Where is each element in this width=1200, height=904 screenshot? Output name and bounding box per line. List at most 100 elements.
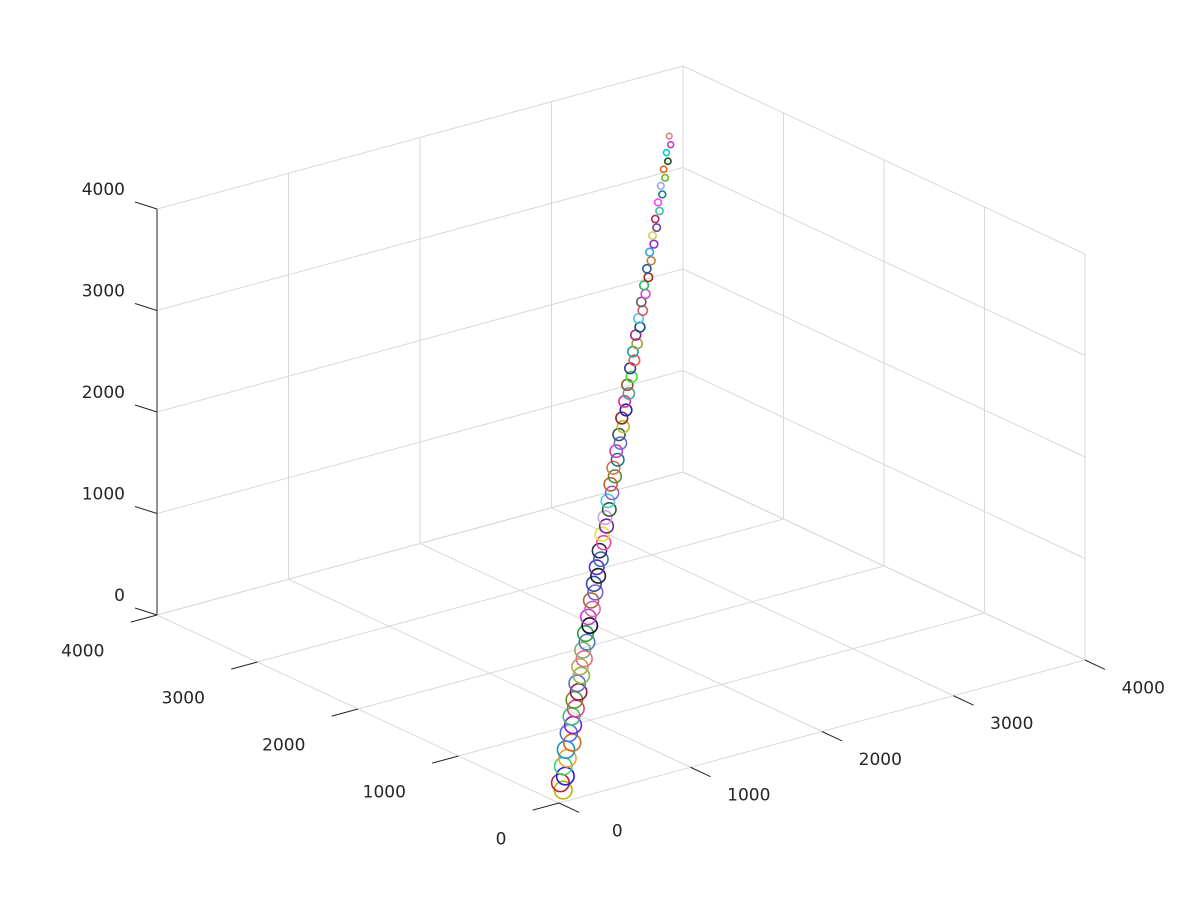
z-tick — [134, 506, 158, 514]
y-tick — [231, 661, 258, 670]
point — [562, 733, 582, 752]
grid-line — [156, 65, 684, 210]
grid-line — [156, 268, 684, 413]
z-tick-label: 0 — [114, 586, 125, 606]
point — [592, 551, 609, 568]
point — [650, 214, 660, 224]
point — [663, 157, 672, 166]
z-tick — [134, 404, 158, 413]
y-tick-label: 1000 — [363, 782, 406, 802]
x-tick — [953, 695, 974, 706]
z-tick-label: 1000 — [82, 485, 125, 505]
point — [615, 411, 629, 425]
y-tick-label: 3000 — [162, 688, 205, 708]
point — [625, 370, 638, 384]
point — [579, 608, 597, 626]
x-tick-label: 1000 — [727, 786, 770, 806]
grid-line — [682, 167, 1086, 356]
x-tick — [821, 731, 843, 742]
point — [597, 509, 613, 526]
point — [645, 247, 655, 257]
x-tick — [558, 802, 580, 813]
point — [649, 239, 659, 249]
grid-line — [458, 612, 985, 757]
point — [652, 223, 662, 233]
point — [595, 534, 612, 551]
point — [622, 387, 636, 400]
point — [646, 256, 656, 266]
point — [601, 501, 617, 518]
grid-line — [682, 65, 1086, 255]
point — [631, 337, 644, 350]
point — [655, 206, 664, 216]
point — [574, 641, 592, 659]
y-tick-label: 4000 — [61, 641, 104, 661]
point — [604, 485, 620, 501]
point — [634, 321, 646, 333]
point — [569, 682, 588, 701]
point — [666, 140, 675, 149]
point — [662, 148, 671, 157]
grid-line — [156, 471, 684, 616]
point — [584, 600, 601, 618]
point — [656, 181, 665, 190]
x-tick — [690, 766, 711, 778]
y-tick — [432, 755, 459, 764]
y-tick-label: 0 — [496, 829, 507, 849]
point — [628, 354, 641, 367]
point — [609, 444, 624, 459]
point — [640, 288, 651, 300]
grid-line — [156, 370, 684, 514]
x-tick — [1084, 659, 1106, 670]
point — [616, 419, 630, 434]
z-tick-label: 4000 — [82, 180, 125, 200]
grid-line — [682, 370, 1086, 559]
point — [581, 617, 599, 635]
point — [610, 452, 625, 467]
x-tick-label: 0 — [612, 821, 623, 841]
grid-line — [156, 167, 684, 311]
point — [585, 575, 603, 592]
grid-line — [682, 268, 1086, 458]
point — [587, 584, 604, 601]
grid-line — [257, 518, 784, 663]
point — [607, 469, 623, 484]
point — [606, 460, 621, 475]
point — [642, 263, 652, 274]
point — [575, 650, 593, 668]
point — [613, 436, 628, 451]
y-tick — [130, 614, 158, 623]
point — [568, 674, 587, 693]
point — [571, 657, 589, 676]
point — [594, 526, 610, 542]
point — [635, 296, 647, 308]
y-tick — [331, 708, 359, 717]
z-tick — [134, 303, 158, 311]
x-tick-label: 3000 — [990, 714, 1033, 734]
z-tick — [134, 201, 158, 210]
point — [590, 567, 607, 584]
point — [588, 559, 605, 576]
point — [591, 542, 608, 559]
y-tick-label: 2000 — [262, 735, 305, 755]
grid-line — [357, 565, 885, 710]
point — [582, 592, 600, 609]
x-tick-label: 4000 — [1122, 678, 1165, 698]
z-tick — [134, 607, 158, 616]
x-tick-label: 2000 — [859, 750, 902, 770]
point — [653, 198, 663, 207]
point — [572, 666, 591, 685]
point — [659, 165, 668, 174]
point — [647, 231, 657, 241]
point — [576, 625, 595, 643]
grid-line — [682, 471, 1086, 661]
point — [638, 280, 650, 291]
point — [658, 190, 667, 199]
point — [619, 403, 633, 417]
point — [603, 477, 618, 492]
point — [665, 132, 673, 140]
z-tick-label: 2000 — [82, 383, 125, 403]
point — [578, 633, 596, 651]
